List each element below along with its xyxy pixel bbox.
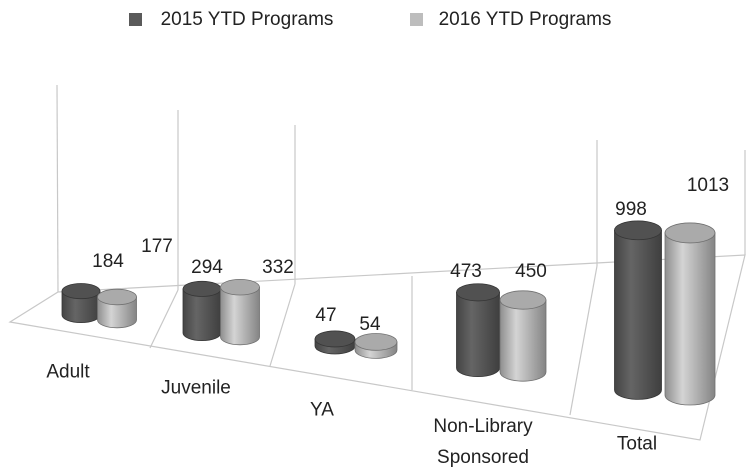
- value-label: 332: [262, 257, 294, 278]
- cylinder-body: [499, 299, 547, 382]
- value-label: 998: [615, 199, 647, 220]
- value-label: 54: [359, 314, 381, 335]
- cylinder-body: [614, 229, 662, 400]
- legend-label: 2015 YTD Programs: [161, 9, 334, 30]
- value-label: 473: [450, 261, 482, 282]
- cylinder-body: [97, 296, 137, 329]
- category-label: YA: [310, 399, 334, 421]
- category-label: Adult: [46, 361, 90, 383]
- cylinder-top: [61, 283, 101, 300]
- category-label: Total: [616, 433, 658, 455]
- cylinder-body: [664, 232, 716, 406]
- value-label: 450: [515, 261, 547, 282]
- cylinder-top: [499, 290, 547, 310]
- cylinder-top: [664, 222, 716, 244]
- cylinder-body: [456, 291, 500, 377]
- cylinder-top: [220, 279, 260, 296]
- value-label: 177: [141, 236, 173, 257]
- cylinder-top: [314, 330, 356, 348]
- value-label: 294: [191, 257, 223, 278]
- cylinder-top: [354, 333, 398, 351]
- cylinder-body: [220, 286, 260, 346]
- value-label: 184: [92, 251, 124, 272]
- legend-swatch: [410, 13, 423, 26]
- legend-label: 2016 YTD Programs: [439, 9, 612, 30]
- cylinder-top: [614, 220, 662, 241]
- value-label: 47: [315, 305, 336, 326]
- legend-swatch: [129, 13, 142, 26]
- cylinder-top: [97, 288, 137, 306]
- category-label: Juvenile: [161, 377, 231, 399]
- cylinder-top: [456, 283, 500, 302]
- value-label: 1013: [687, 175, 729, 196]
- category-label: Non-Library Sponsored: [433, 416, 533, 468]
- cylinder-top: [182, 280, 222, 297]
